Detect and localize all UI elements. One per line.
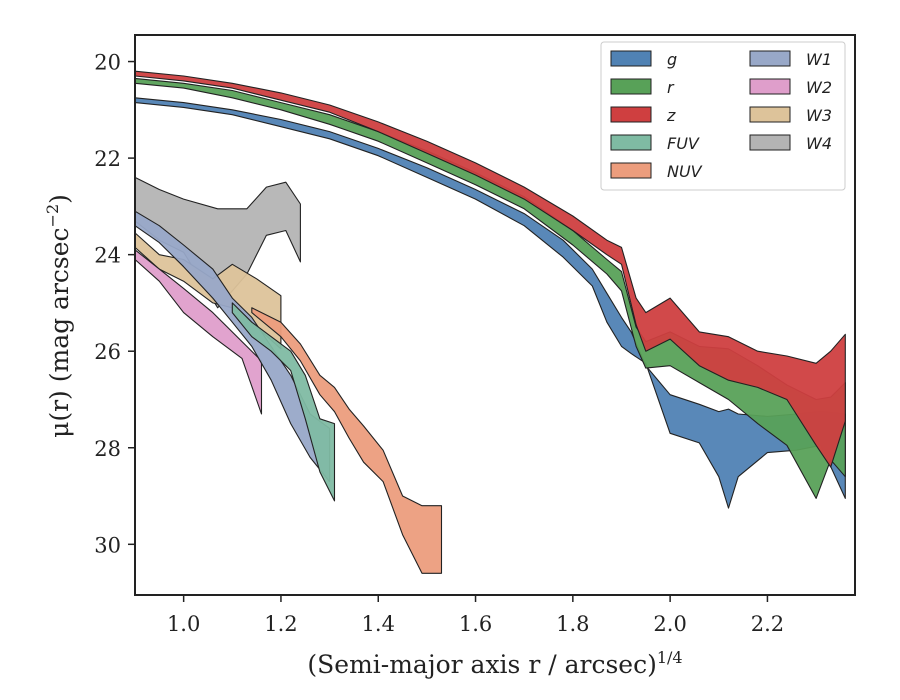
y-axis-title-text: μ(r) (mag arcsec bbox=[45, 227, 74, 437]
band-z bbox=[134, 70, 846, 468]
x-tick-label: 2.2 bbox=[751, 612, 784, 636]
legend-label-r: r bbox=[667, 78, 675, 97]
y-axis-title: μ(r) (mag arcsec−2) bbox=[43, 194, 74, 438]
x-tick-label: 2.0 bbox=[653, 612, 686, 636]
legend-label-g: g bbox=[667, 50, 677, 69]
band-FUV bbox=[231, 302, 336, 502]
plot-frame bbox=[134, 34, 856, 596]
x-axis-ticks: 1.0 1.2 1.4 1.6 1.8 2.0 2.2 bbox=[167, 595, 784, 636]
legend-label-W2: W2 bbox=[806, 78, 832, 97]
legend-swatch-W1 bbox=[749, 50, 791, 67]
legend-label-W1: W1 bbox=[806, 50, 832, 69]
y-tick-label: 26 bbox=[94, 340, 121, 364]
y-tick-label: 24 bbox=[94, 244, 121, 268]
legend-swatch-W4 bbox=[749, 134, 791, 151]
legend-label-NUV: NUV bbox=[667, 162, 703, 181]
y-axis-ticks: 20 22 24 26 28 30 bbox=[94, 51, 135, 557]
band-NUV bbox=[251, 307, 443, 574]
y-tick-label: 30 bbox=[94, 533, 121, 557]
legend-label-z: z bbox=[666, 106, 676, 125]
legend-label-FUV: FUV bbox=[667, 134, 700, 153]
legend-swatch-r bbox=[610, 78, 652, 95]
y-tick-label: 22 bbox=[94, 147, 121, 171]
x-tick-label: 1.6 bbox=[459, 612, 492, 636]
y-axis-title-exponent: −2 bbox=[43, 204, 62, 228]
data-bands bbox=[134, 70, 846, 574]
x-tick-label: 1.4 bbox=[362, 612, 395, 636]
legend-label-W4: W4 bbox=[806, 134, 832, 153]
legend-label-W3: W3 bbox=[806, 106, 832, 125]
x-tick-label: 1.2 bbox=[264, 612, 297, 636]
y-axis-title-close: ) bbox=[45, 194, 74, 204]
band-W2 bbox=[134, 249, 263, 415]
y-tick-label: 28 bbox=[94, 437, 121, 461]
legend-swatch-FUV bbox=[610, 134, 652, 151]
legend-swatch-W3 bbox=[749, 106, 791, 123]
legend-swatch-NUV bbox=[610, 162, 652, 179]
x-axis-title: (Semi-major axis r / arcsec)1/4 bbox=[307, 648, 682, 679]
legend-swatch-W2 bbox=[749, 78, 791, 95]
y-tick-label: 20 bbox=[94, 51, 121, 75]
x-axis-title-exponent: 1/4 bbox=[657, 648, 683, 667]
x-axis-title-text: (Semi-major axis r / arcsec) bbox=[307, 650, 656, 679]
x-tick-label: 1.8 bbox=[556, 612, 589, 636]
legend-swatch-g bbox=[610, 50, 652, 67]
band-g bbox=[134, 97, 846, 509]
legend: grz FUV NUV W1 W2 W3 W4 bbox=[600, 41, 846, 191]
x-tick-label: 1.0 bbox=[167, 612, 200, 636]
legend-swatch-z bbox=[610, 106, 652, 123]
